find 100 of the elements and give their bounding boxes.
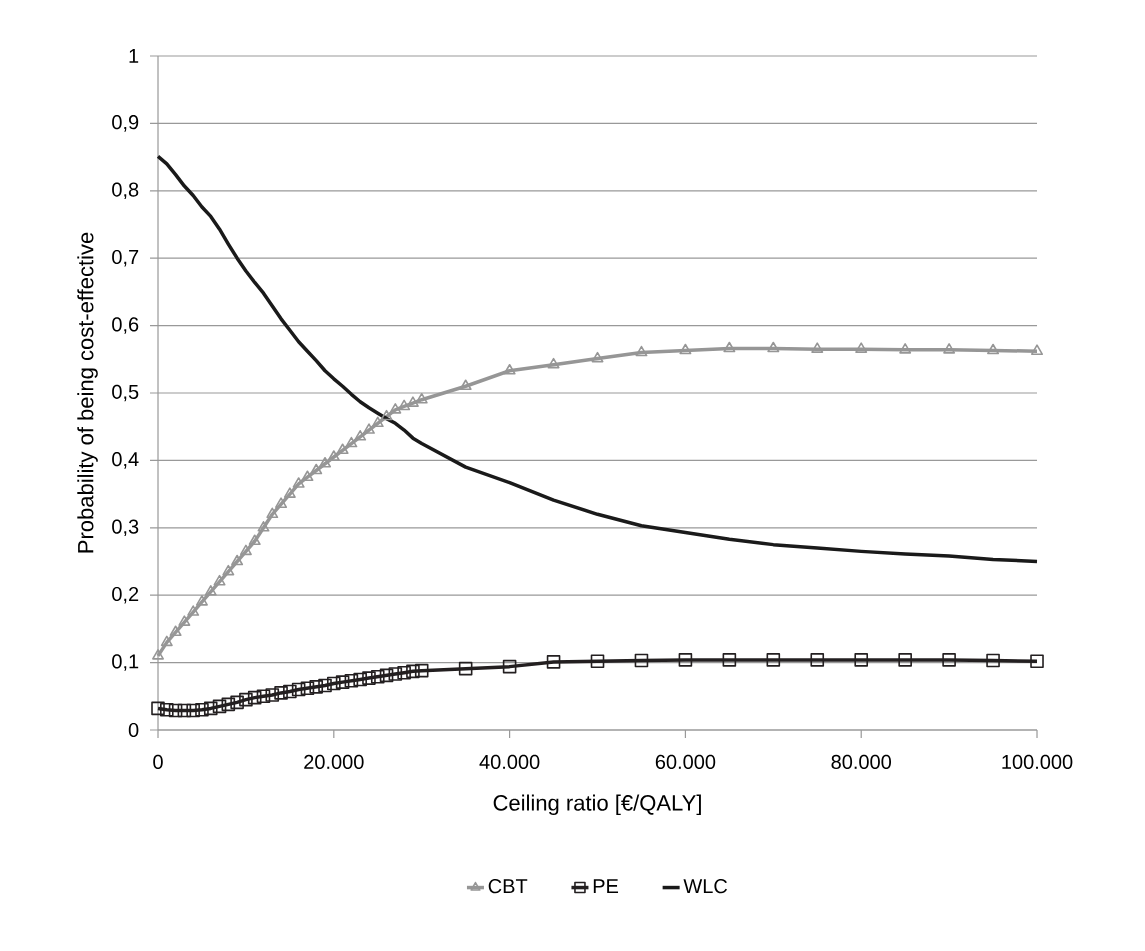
point [723,341,736,353]
y-tick-label: 0,1 [112,654,139,671]
point [195,702,209,717]
point [177,703,192,718]
point [247,690,262,705]
point [186,703,200,718]
point [187,605,200,616]
point [309,680,324,694]
point [370,669,385,684]
point [398,399,411,411]
point [239,692,253,707]
point [380,409,393,421]
point [1031,344,1044,355]
point [502,659,517,674]
point [898,653,912,667]
point [855,342,868,353]
point [986,653,1000,668]
point [679,343,692,355]
point [222,564,235,576]
point [275,497,288,508]
point [635,345,648,357]
point [406,664,420,679]
point [345,436,358,448]
point [335,675,350,689]
point [283,684,297,699]
legend-label: WLC [683,879,728,894]
x-axis-title: Ceiling ratio [€/QALY] [493,794,701,816]
point [168,703,183,718]
point [389,403,402,414]
point [634,653,649,668]
point [300,681,315,695]
legend-label: CBT [488,879,528,894]
point [257,520,270,532]
point [169,625,182,637]
point [221,697,236,712]
point [327,676,341,691]
point [678,653,693,667]
point [362,423,375,434]
y-tick-label: 0,2 [112,586,139,604]
y-tick-label: 0,3 [112,519,139,537]
x-tick-label: 100.000 [1002,754,1073,770]
y-tick-label: 0,6 [112,317,139,334]
point [546,655,561,669]
point [458,661,473,676]
point [230,695,244,710]
point [590,654,605,669]
point [203,701,218,716]
point [336,443,349,455]
x-tick-label: 20.000 [304,754,364,770]
point [160,635,173,647]
point [265,688,280,702]
point [397,665,411,680]
point [151,701,165,716]
point [318,678,332,693]
point [274,686,288,700]
point [1030,654,1044,669]
point [854,653,869,667]
point [414,663,429,678]
point [310,463,323,475]
point [239,544,252,556]
point [943,343,956,354]
line-series [156,154,1039,564]
point [987,343,1000,355]
point [353,672,367,687]
x-tick-label: 40.000 [479,754,540,770]
point [213,574,226,586]
legend-label: PE [593,879,619,893]
point [248,534,261,546]
y-axis-title: Probability of being cost-effective [77,232,98,553]
point [591,351,604,363]
x-tick-label: 0 [153,754,163,770]
point [459,379,472,391]
point [344,673,359,688]
point [362,671,376,685]
point [388,667,403,681]
point [195,595,208,606]
point [767,341,780,353]
y-tick-label: 0,8 [112,182,139,200]
point [379,668,394,683]
point [292,477,305,488]
point [371,416,384,428]
y-tick-label: 1 [129,49,139,63]
y-tick-label: 0 [128,722,139,738]
point [231,554,244,566]
point [266,507,279,519]
point [942,653,956,667]
point [547,357,560,369]
point [811,342,824,353]
point [152,649,164,660]
point [212,699,227,714]
point [810,653,825,667]
y-tick-label: 0,7 [112,249,139,267]
point [722,653,737,667]
point [766,653,781,667]
point [899,343,912,354]
point [160,702,174,717]
point [503,363,516,375]
point [256,689,271,704]
point [301,470,314,482]
point [283,487,296,498]
